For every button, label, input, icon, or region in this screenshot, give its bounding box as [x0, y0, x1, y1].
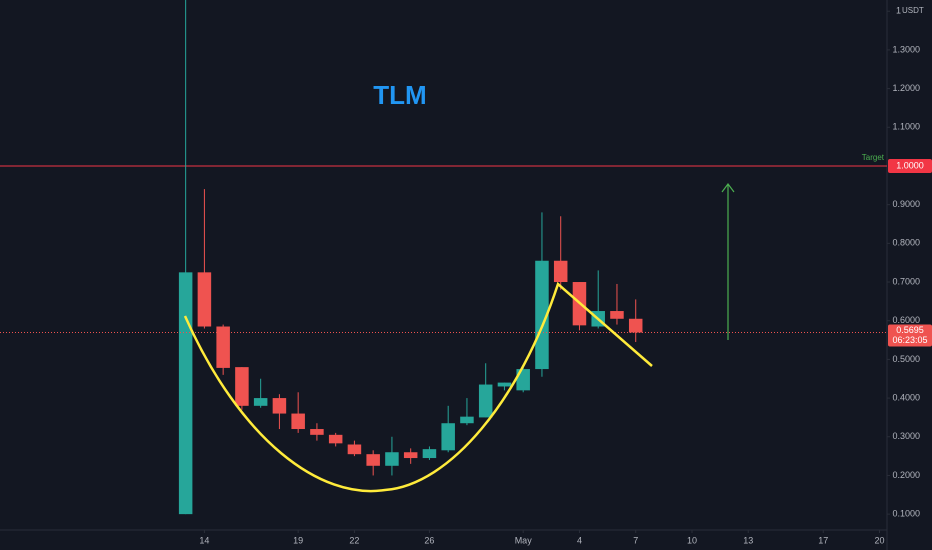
candle-body: [328, 434, 343, 444]
candle-body: [291, 413, 305, 430]
candle-body: [516, 369, 530, 391]
target-price-label: 1.0000: [896, 160, 924, 170]
y-tick-label: 1.1000: [892, 122, 920, 132]
x-tick-label: 26: [424, 535, 434, 545]
candle-body: [403, 452, 418, 459]
x-tick-label: 20: [874, 535, 884, 545]
candle-body: [385, 452, 399, 466]
candle-body: [272, 398, 287, 414]
candle-body: [460, 416, 474, 424]
y-tick-label: 0.6000: [892, 315, 920, 325]
x-tick-label: 14: [199, 535, 209, 545]
y-tick-label: 0.2000: [892, 470, 920, 480]
candle-body: [235, 367, 249, 406]
x-tick-label: 10: [687, 535, 697, 545]
y-tick-label: 1: [896, 6, 901, 16]
y-unit: USDT: [902, 6, 924, 15]
y-tick-label: 0.1000: [892, 509, 920, 519]
candle-body: [366, 454, 380, 466]
x-tick-label: 17: [818, 535, 828, 545]
target-arrow: [721, 183, 735, 340]
candle-body: [610, 311, 624, 319]
candle-body: [216, 326, 230, 368]
cup-drawing: [183, 281, 653, 493]
y-tick-label: 0.3000: [892, 431, 920, 441]
x-tick-label: 22: [349, 535, 359, 545]
plot: [0, 0, 887, 515]
x-tick-label: May: [515, 535, 533, 545]
candle-body: [441, 423, 455, 451]
y-tick-label: 1.2000: [892, 83, 920, 93]
target-label: Target: [862, 153, 885, 162]
candle-body: [178, 272, 193, 515]
candle-body: [478, 384, 493, 418]
candle-body: [253, 398, 268, 406]
y-tick-label: 1.3000: [892, 44, 920, 54]
x-tick-label: 4: [577, 535, 582, 545]
candle-body: [310, 429, 324, 435]
x-tick-label: 7: [633, 535, 638, 545]
candle-body: [535, 260, 549, 370]
countdown-label: 06:23:05: [892, 335, 927, 345]
y-tick-label: 0.8000: [892, 238, 920, 248]
candle-body: [197, 272, 212, 327]
y-tick-label: 0.9000: [892, 199, 920, 209]
price-box: [888, 324, 932, 347]
y-tick-label: 0.5000: [892, 354, 920, 364]
y-tick-label: 0.4000: [892, 392, 920, 402]
candle-body: [553, 260, 568, 283]
y-tick-label: 0.7000: [892, 276, 920, 286]
chart-title: TLM: [373, 80, 426, 110]
target-price-box: [888, 158, 932, 173]
candle-body: [422, 449, 437, 459]
candle-body: [497, 382, 512, 387]
candle-body: [628, 318, 643, 333]
candle-body: [347, 444, 362, 455]
x-tick-label: 19: [293, 535, 303, 545]
x-tick-label: 13: [743, 535, 753, 545]
price-label: 0.5695: [896, 325, 924, 335]
